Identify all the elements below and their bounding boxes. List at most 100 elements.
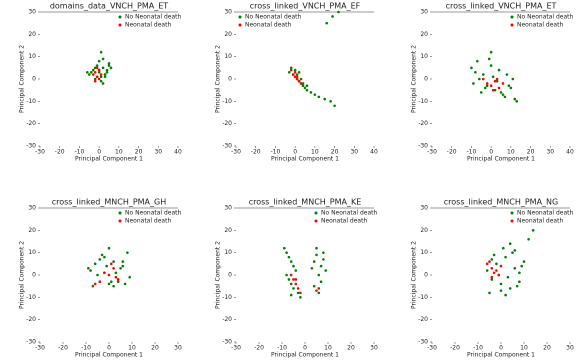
y-tick-label: -30 (26, 339, 36, 346)
point (315, 289, 318, 292)
y-tick-label: 20 (28, 31, 36, 38)
x-tick-label: 40 (566, 149, 574, 156)
point (508, 287, 512, 290)
point (337, 10, 340, 14)
y-tick-label: 0 (424, 272, 428, 279)
point (483, 86, 487, 90)
point (476, 59, 479, 63)
point (103, 73, 107, 76)
point (114, 271, 118, 275)
y-tick-label: -20 (26, 120, 36, 127)
point (495, 269, 498, 272)
point (99, 50, 103, 54)
legend-label: No Neonatal death (125, 210, 182, 217)
x-tick-label: 10 (311, 149, 319, 156)
point (295, 77, 299, 81)
point (485, 269, 489, 272)
point (322, 258, 325, 261)
point (515, 100, 519, 103)
y-tick-label: -20 (222, 316, 232, 323)
point (114, 275, 118, 279)
point (472, 82, 475, 85)
legend-label: No Neonatal death (517, 14, 574, 21)
x-tick-label: 10 (128, 345, 136, 352)
point (105, 68, 109, 72)
x-tick-label: 0 (293, 149, 297, 156)
y-tick-label: 20 (420, 227, 428, 234)
point (110, 262, 113, 266)
y-tick-label: -10 (418, 98, 428, 105)
point (292, 287, 295, 290)
x-tick-label: 0 (107, 345, 111, 352)
y-tick-label: -10 (222, 294, 232, 301)
point (295, 73, 299, 76)
point (110, 280, 113, 284)
point (299, 291, 302, 295)
point (493, 79, 497, 83)
point (507, 84, 511, 87)
x-tick-label: 0 (97, 149, 101, 156)
y-tick-label: -30 (222, 143, 232, 150)
point (103, 255, 106, 259)
y-tick-label: -10 (418, 294, 428, 301)
point (294, 278, 298, 281)
legend-marker (238, 23, 242, 27)
point (93, 66, 97, 70)
legend-label: Neonatal death (125, 22, 171, 29)
point (98, 280, 102, 284)
point (289, 293, 293, 297)
y-axis-label: Principal Component 2 (19, 241, 26, 309)
point (95, 75, 99, 79)
y-tick-label: -30 (222, 339, 232, 346)
point (296, 291, 300, 295)
legend-label: Neonatal death (517, 22, 563, 29)
point (292, 278, 295, 281)
point (323, 97, 327, 101)
point (293, 68, 297, 72)
y-tick-label: 0 (424, 76, 428, 83)
point (499, 91, 503, 94)
point (107, 246, 111, 250)
legend-label: Neonatal death (125, 218, 171, 225)
legend-marker (510, 211, 514, 215)
chart-title: domains_data_VNCH_PMA_ET (50, 2, 168, 11)
point (481, 77, 485, 81)
point (499, 282, 503, 286)
point (497, 68, 501, 72)
point (322, 251, 325, 254)
point (488, 291, 491, 295)
point (485, 262, 489, 266)
y-tick-label: -20 (26, 316, 36, 323)
y-tick-label: 10 (420, 249, 428, 256)
point (292, 264, 295, 268)
y-tick-label: 30 (420, 9, 428, 16)
x-tick-label: -20 (251, 149, 261, 156)
point (103, 75, 107, 79)
point (504, 293, 507, 297)
legend-marker (118, 23, 122, 27)
point (312, 284, 316, 288)
y-tick-label: 10 (224, 249, 232, 256)
point (294, 282, 298, 286)
point (101, 57, 105, 61)
y-tick-label: 30 (224, 9, 232, 16)
point (531, 229, 535, 232)
x-tick-label: 40 (174, 149, 182, 156)
legend-label: Neonatal death (517, 218, 563, 225)
x-axis-label: Principal Component 1 (271, 156, 339, 163)
y-tick-label: -10 (26, 294, 36, 301)
y-tick-label: -30 (418, 339, 428, 346)
legend-marker (510, 23, 514, 27)
y-axis-label: Principal Component 2 (411, 241, 418, 309)
x-axis-label: Principal Component 1 (75, 156, 143, 163)
point (504, 255, 507, 259)
point (495, 77, 499, 81)
point (96, 273, 99, 277)
point (505, 73, 509, 76)
legend-marker (314, 211, 318, 215)
point (89, 269, 92, 272)
point (86, 71, 89, 74)
legend-marker (238, 15, 242, 19)
point (503, 95, 507, 99)
